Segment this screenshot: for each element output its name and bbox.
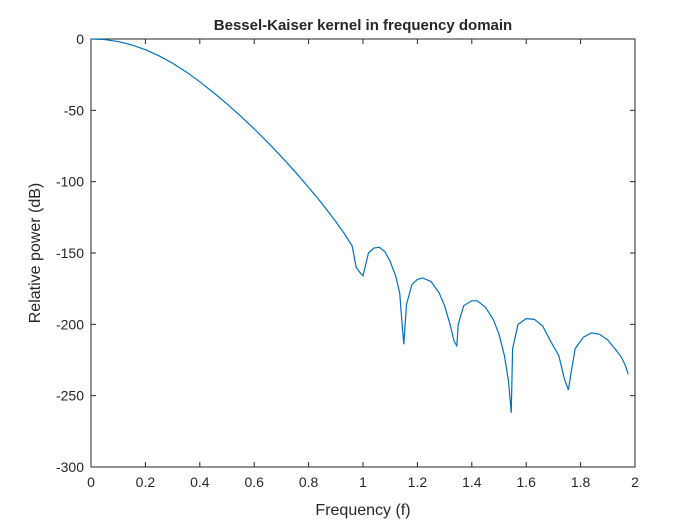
x-axis-label: Frequency (f): [315, 502, 410, 519]
x-tick-label: 0.6: [244, 474, 264, 490]
y-tick-label: -100: [56, 174, 84, 190]
x-tick-label: 1.8: [571, 474, 591, 490]
plot-area: [90, 38, 636, 468]
x-axis: 0 0.2 0.4 0.6 0.8 1 1.2 1.4 1.6 1.8 2: [87, 39, 639, 490]
series-line: [90, 38, 629, 413]
y-axis: 0 -50 -100 -150 -200 -250 -300: [56, 31, 635, 475]
chart-title: Bessel-Kaiser kernel in frequency domain: [214, 17, 512, 34]
y-tick-label: -300: [56, 459, 84, 475]
y-tick-label: -200: [56, 316, 84, 332]
y-tick-label: -150: [56, 245, 84, 261]
x-tick-label: 0: [87, 474, 95, 490]
x-tick-label: 1: [359, 474, 367, 490]
x-tick-label: 0.4: [190, 474, 210, 490]
x-tick-label: 2: [631, 474, 639, 490]
y-tick-label: 0: [76, 31, 84, 47]
y-tick-label: -50: [64, 102, 84, 118]
x-tick-label: 0.8: [299, 474, 319, 490]
x-tick-label: 0.2: [136, 474, 156, 490]
y-axis-label: Relative power (dB): [27, 183, 44, 324]
y-tick-label: -250: [56, 388, 84, 404]
x-tick-label: 1.4: [462, 474, 482, 490]
x-tick-label: 1.6: [516, 474, 536, 490]
x-tick-label: 1.2: [408, 474, 428, 490]
axes-box: [90, 38, 636, 468]
